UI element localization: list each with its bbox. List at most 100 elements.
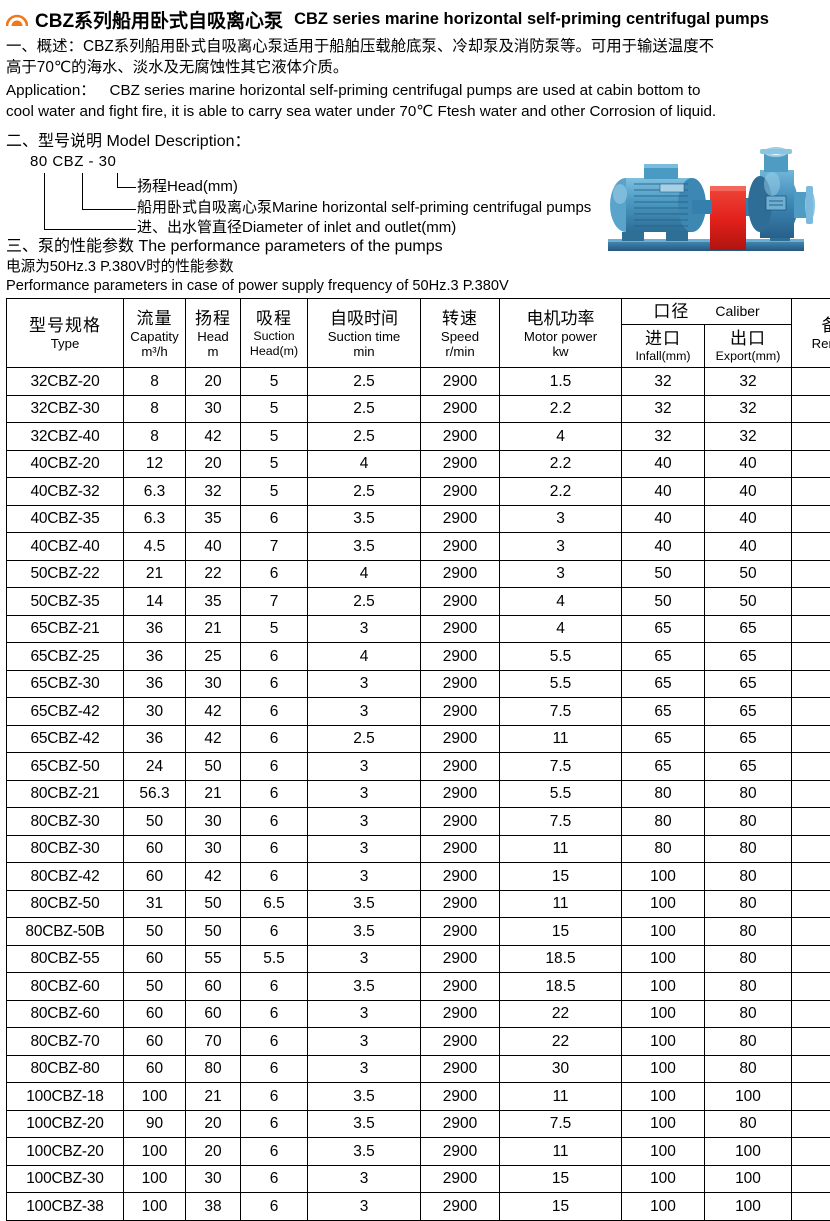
cell-speed: 2900 <box>421 808 500 836</box>
cell-inlet: 32 <box>622 423 705 451</box>
cell-suction-head: 6 <box>241 1138 308 1166</box>
cell-remarks <box>792 1110 830 1138</box>
cell-type: 100CBZ-30 <box>7 1165 124 1193</box>
title-chinese: CBZ系列船用卧式自吸离心泵 <box>35 6 283 33</box>
cell-remarks <box>792 670 830 698</box>
cell-suction-time: 3.5 <box>308 1110 421 1138</box>
page-title: CBZ系列船用卧式自吸离心泵 CBZ series marine horizon… <box>0 0 830 32</box>
performance-sub-en: Performance parameters in case of power … <box>0 277 830 296</box>
cell-head: 20 <box>186 1138 241 1166</box>
cell-type: 100CBZ-20 <box>7 1138 124 1166</box>
cell-outlet: 40 <box>705 450 792 478</box>
cell-type: 80CBZ-60 <box>7 1000 124 1028</box>
cell-type: 40CBZ-35 <box>7 505 124 533</box>
header-speed-cn: 转速 <box>422 308 498 329</box>
cell-outlet: 80 <box>705 890 792 918</box>
cell-head: 42 <box>186 698 241 726</box>
cell-suction-time: 3 <box>308 1165 421 1193</box>
cell-capacity: 8 <box>124 423 186 451</box>
cell-remarks <box>792 1193 830 1221</box>
cell-remarks <box>792 1055 830 1083</box>
cell-remarks <box>792 505 830 533</box>
cell-inlet: 100 <box>622 1055 705 1083</box>
cell-suction-time: 3 <box>308 1000 421 1028</box>
cell-suction-head: 6 <box>241 505 308 533</box>
cell-motor-power: 4 <box>500 588 622 616</box>
cell-suction-head: 6 <box>241 643 308 671</box>
cell-suction-time: 4 <box>308 560 421 588</box>
header-motor-power: 电机功率 Motor power kw <box>500 299 622 368</box>
cell-remarks <box>792 753 830 781</box>
header-inlet-cn: 进口 <box>622 328 704 349</box>
cell-inlet: 32 <box>622 368 705 396</box>
cell-outlet: 80 <box>705 918 792 946</box>
cell-suction-head: 6 <box>241 560 308 588</box>
cell-outlet: 80 <box>705 808 792 836</box>
cell-head: 30 <box>186 808 241 836</box>
header-capacity: 流量 Capatity m³/h <box>124 299 186 368</box>
cell-type: 50CBZ-22 <box>7 560 124 588</box>
cell-suction-time: 3 <box>308 945 421 973</box>
cell-head: 70 <box>186 1028 241 1056</box>
cell-capacity: 8 <box>124 368 186 396</box>
cell-suction-time: 3 <box>308 1028 421 1056</box>
cell-suction-time: 3.5 <box>308 890 421 918</box>
cell-speed: 2900 <box>421 505 500 533</box>
cell-suction-time: 3 <box>308 808 421 836</box>
cell-suction-time: 3.5 <box>308 533 421 561</box>
cell-inlet: 65 <box>622 725 705 753</box>
cell-type: 80CBZ-70 <box>7 1028 124 1056</box>
header-motor-power-en: Motor power <box>501 329 620 344</box>
cell-inlet: 65 <box>622 753 705 781</box>
cell-speed: 2900 <box>421 533 500 561</box>
cell-inlet: 40 <box>622 478 705 506</box>
cell-inlet: 100 <box>622 973 705 1001</box>
overview-section: 一、概述：CBZ系列船用卧式自吸离心泵适用于船舶压载舱底泵、冷却泵及消防泵等。可… <box>0 32 830 122</box>
cell-speed: 2900 <box>421 945 500 973</box>
cell-suction-head: 5 <box>241 423 308 451</box>
cell-suction-head: 5 <box>241 395 308 423</box>
cell-speed: 2900 <box>421 753 500 781</box>
header-capacity-en: Capatity <box>125 329 184 344</box>
cell-outlet: 80 <box>705 1028 792 1056</box>
header-suction-time-unit: min <box>309 344 419 359</box>
cell-suction-time: 2.5 <box>308 478 421 506</box>
cell-suction-time: 3 <box>308 780 421 808</box>
header-type: 型号规格 Type <box>7 299 124 368</box>
cell-motor-power: 15 <box>500 918 622 946</box>
cell-speed: 2900 <box>421 1028 500 1056</box>
cell-capacity: 100 <box>124 1138 186 1166</box>
cell-inlet: 40 <box>622 450 705 478</box>
header-head-cn: 扬程 <box>187 308 239 329</box>
cell-motor-power: 2.2 <box>500 395 622 423</box>
cell-capacity: 90 <box>124 1110 186 1138</box>
cell-head: 60 <box>186 973 241 1001</box>
cell-suction-time: 3 <box>308 863 421 891</box>
cell-capacity: 24 <box>124 753 186 781</box>
cell-suction-head: 6 <box>241 1028 308 1056</box>
cell-suction-head: 7 <box>241 533 308 561</box>
cell-motor-power: 11 <box>500 890 622 918</box>
cell-outlet: 80 <box>705 780 792 808</box>
header-suction-head: 吸程 Suction Head(m) <box>241 299 308 368</box>
cell-suction-head: 6 <box>241 1193 308 1221</box>
cell-motor-power: 30 <box>500 1055 622 1083</box>
cell-speed: 2900 <box>421 1000 500 1028</box>
cell-inlet: 80 <box>622 780 705 808</box>
cell-inlet: 65 <box>622 615 705 643</box>
cell-remarks <box>792 450 830 478</box>
cell-type: 80CBZ-50 <box>7 890 124 918</box>
cell-remarks <box>792 725 830 753</box>
cell-remarks <box>792 808 830 836</box>
